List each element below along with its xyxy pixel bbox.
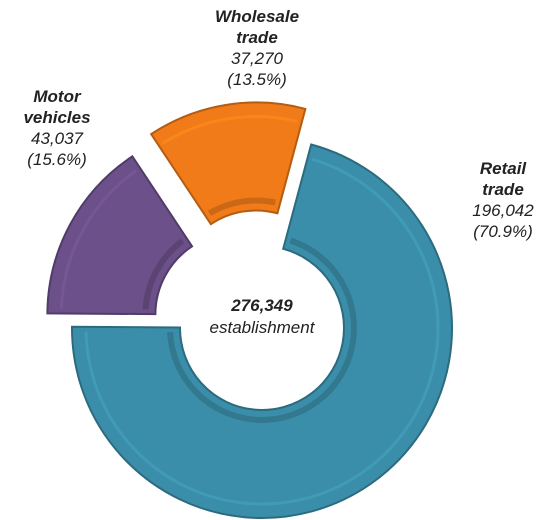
bevel	[84, 157, 440, 506]
segment-label: Retail trade 196,042 (70.9%)	[448, 158, 547, 242]
segment	[149, 101, 307, 226]
segment-label: Motor vehicles 43,037 (15.6%)	[2, 86, 112, 170]
category-label: Retail trade	[479, 159, 527, 199]
value-label: 43,037	[31, 129, 83, 148]
value-label: 196,042	[472, 201, 534, 220]
total: 276,349	[231, 296, 293, 315]
bevel	[167, 237, 357, 423]
category-label: Motor vehicles	[23, 87, 91, 127]
category-label: Wholesale trade	[214, 7, 300, 47]
percentage-label: (13.5%)	[227, 70, 287, 89]
total-caption: establishment	[209, 318, 315, 337]
bevel	[59, 169, 138, 309]
value-label: 37,270	[231, 49, 283, 68]
segment-label: Wholesale trade 37,270 (13.5%)	[202, 6, 312, 90]
segment	[46, 154, 194, 316]
bevel	[162, 114, 298, 145]
bevel	[142, 238, 185, 310]
segment	[71, 143, 453, 519]
percentage-label: (70.9%)	[473, 222, 533, 241]
percentage-label: (15.6%)	[27, 150, 87, 169]
bevel	[207, 197, 276, 216]
